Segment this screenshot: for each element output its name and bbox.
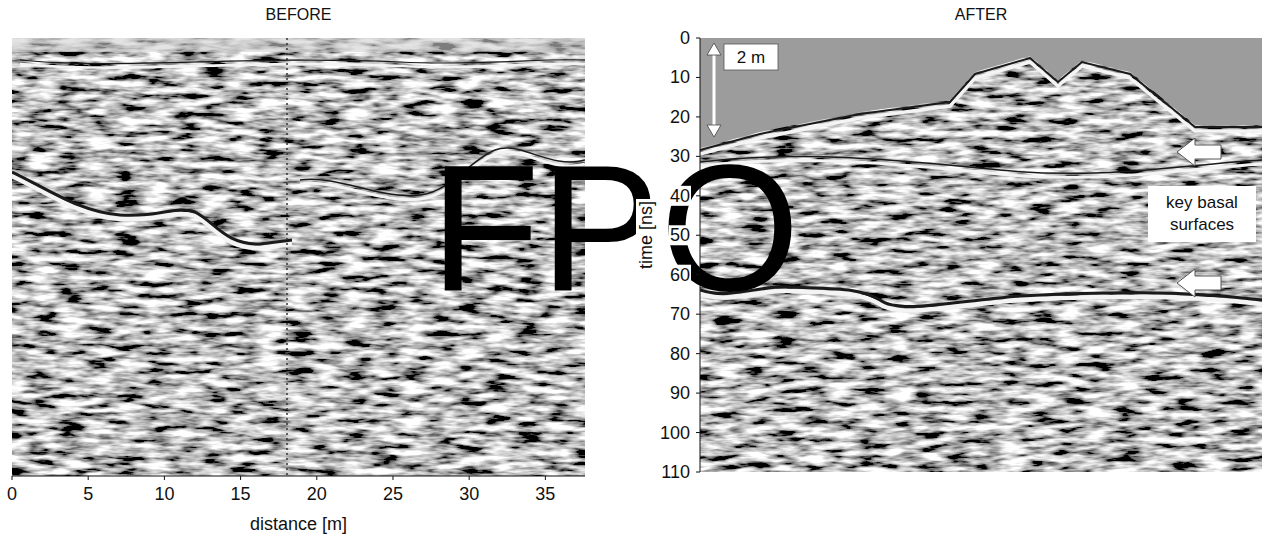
x-tick-label: 20	[307, 484, 327, 504]
x-tick	[12, 476, 13, 480]
x-tick	[316, 476, 317, 480]
y-tick-label: 0	[680, 28, 690, 48]
annotation-line: key basal	[1166, 193, 1238, 212]
trace-line	[286, 38, 288, 476]
y-tick-label: 90	[670, 383, 690, 403]
reflector-light	[20, 64, 585, 68]
x-tick-label: 30	[459, 484, 479, 504]
label-patch	[669, 186, 691, 206]
y-tick	[696, 38, 700, 39]
reflector-light	[12, 176, 292, 248]
pointer-arrow	[1177, 138, 1221, 166]
y-tick-label: 50	[670, 225, 690, 245]
label-patch	[669, 383, 691, 403]
y-tick	[696, 77, 700, 78]
annotation: 2 m	[737, 48, 765, 67]
x-axis	[12, 476, 585, 477]
x-tick-label: 10	[154, 484, 174, 504]
y-tick-label: 80	[670, 344, 690, 364]
label-patch	[669, 107, 691, 127]
x-tick	[164, 476, 165, 480]
y-tick-label: 40	[670, 186, 690, 206]
x-tick-label: 35	[535, 484, 555, 504]
panel-title: BEFORE	[266, 6, 332, 23]
x-tick	[240, 476, 241, 480]
y-tick	[696, 156, 700, 157]
x-tick	[545, 476, 546, 480]
annotation-box	[724, 44, 778, 70]
y-tick-label: 20	[670, 107, 690, 127]
y-tick-label: 100	[660, 423, 690, 443]
reflector	[20, 60, 585, 64]
y-tick	[696, 353, 700, 354]
y-tick-label: 110	[661, 462, 690, 482]
x-axis-title: distance [m]	[250, 514, 347, 534]
x-tick-label: 15	[231, 484, 251, 504]
label-patch	[669, 344, 691, 364]
reflector	[12, 172, 292, 244]
surface-band	[12, 38, 585, 52]
x-tick-label: 0	[7, 484, 17, 504]
y-tick	[696, 274, 700, 275]
watermark: FPO	[430, 127, 800, 328]
pointer-arrow	[1177, 269, 1221, 297]
label-patch	[659, 423, 691, 443]
arrow-head	[707, 125, 721, 137]
annotation-box	[1148, 186, 1256, 242]
annotation: key basal surfaces	[1166, 193, 1238, 234]
x-tick	[392, 476, 393, 480]
figure: BEFORE 0 5 10 15 20 25 30 35 distance [m] AFTER FPO…	[0, 0, 1270, 544]
y-tick	[696, 235, 700, 236]
x-tick-label: 25	[383, 484, 403, 504]
label-patch	[636, 199, 656, 271]
y-axis-title: time [ns]	[636, 201, 656, 269]
y-tick	[696, 195, 700, 196]
y-tick-label: 30	[670, 146, 690, 166]
label-patch	[669, 304, 691, 324]
label-patch	[679, 28, 691, 48]
y-tick-label: 60	[670, 265, 690, 285]
y-tick	[696, 432, 700, 433]
scale-arrow	[713, 51, 716, 129]
label-patch	[669, 225, 691, 245]
annotation-line: surfaces	[1170, 215, 1234, 234]
y-tick	[696, 393, 700, 394]
x-tick	[469, 476, 470, 480]
y-tick-label: 10	[670, 67, 690, 87]
panel-title: AFTER	[955, 6, 1007, 23]
y-tick	[696, 472, 700, 473]
y-tick	[696, 116, 700, 117]
y-tick	[696, 314, 700, 315]
label-patch	[669, 146, 691, 166]
y-tick-label: 70	[670, 304, 690, 324]
label-patch	[669, 265, 691, 285]
arrow-head	[707, 43, 721, 55]
label-patch	[669, 67, 691, 87]
label-patch	[660, 462, 691, 482]
x-tick-label: 5	[83, 484, 93, 504]
x-tick	[88, 476, 89, 480]
